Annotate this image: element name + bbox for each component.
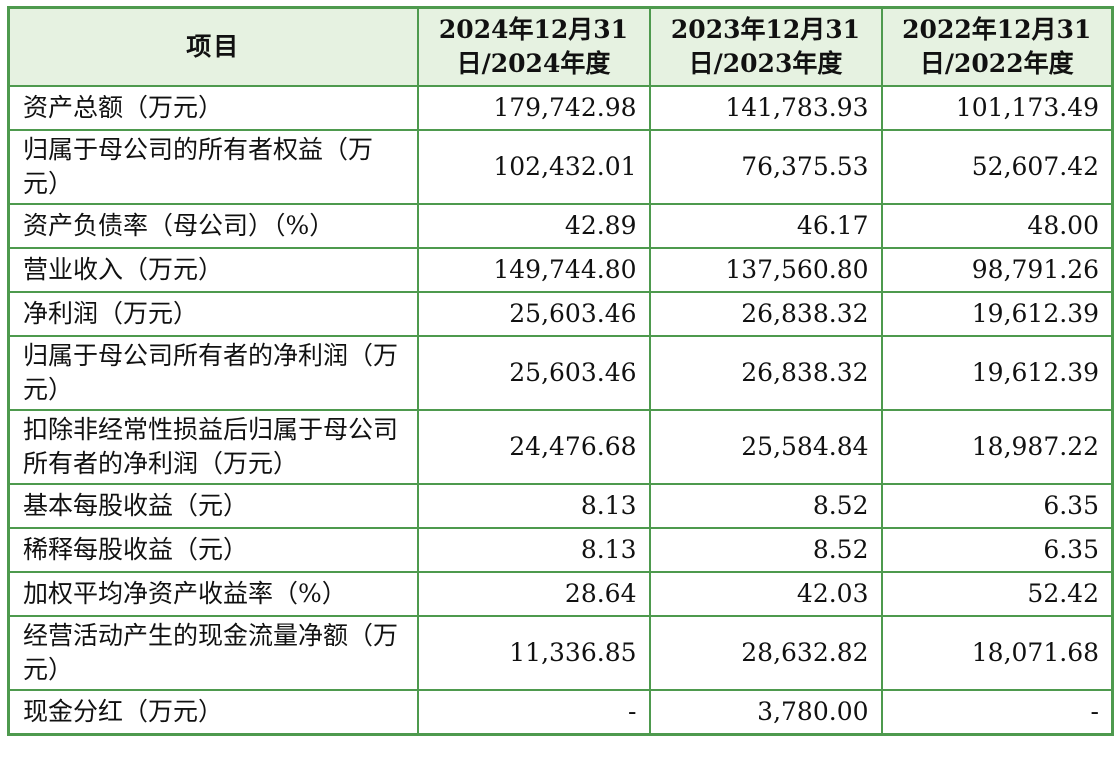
table-row: 资产总额（万元） 179,742.98 141,783.93 101,173.4…	[7, 85, 1114, 131]
value-2024: 8.13	[416, 483, 651, 529]
row-label: 归属于母公司的所有者权益（万元）	[7, 129, 419, 205]
row-label: 现金分红（万元）	[7, 689, 419, 736]
value-2023: 8.52	[648, 483, 883, 529]
row-label: 归属于母公司所有者的净利润（万元）	[7, 335, 419, 411]
header-2022: 2022年12月31日/2022年度	[880, 6, 1114, 87]
value-2023: 28,632.82	[648, 615, 883, 691]
row-label: 资产总额（万元）	[7, 85, 419, 131]
financial-table-container: 项目 2024年12月31日/2024年度 2023年12月31日/2023年度…	[7, 6, 1114, 736]
value-2024: -	[416, 689, 651, 736]
row-label: 加权平均净资产收益率（%）	[7, 571, 419, 617]
header-2023: 2023年12月31日/2023年度	[648, 6, 883, 87]
value-2022: 101,173.49	[880, 85, 1114, 131]
value-2023: 141,783.93	[648, 85, 883, 131]
value-2022: 19,612.39	[880, 291, 1114, 337]
value-2022: 6.35	[880, 483, 1114, 529]
value-2024: 179,742.98	[416, 85, 651, 131]
value-2023: 46.17	[648, 203, 883, 249]
value-2023: 137,560.80	[648, 247, 883, 293]
table-row: 营业收入（万元） 149,744.80 137,560.80 98,791.26	[7, 247, 1114, 293]
value-2024: 28.64	[416, 571, 651, 617]
financial-summary-table: 项目 2024年12月31日/2024年度 2023年12月31日/2023年度…	[7, 6, 1114, 736]
table-row: 扣除非经常性损益后归属于母公司所有者的净利润（万元） 24,476.68 25,…	[7, 409, 1114, 485]
row-label: 资产负债率（母公司）（%）	[7, 203, 419, 249]
value-2023: 76,375.53	[648, 129, 883, 205]
table-row: 资产负债率（母公司）（%） 42.89 46.17 48.00	[7, 203, 1114, 249]
row-label: 扣除非经常性损益后归属于母公司所有者的净利润（万元）	[7, 409, 419, 485]
value-2024: 102,432.01	[416, 129, 651, 205]
value-2022: 18,987.22	[880, 409, 1114, 485]
header-2024: 2024年12月31日/2024年度	[416, 6, 651, 87]
value-2023: 42.03	[648, 571, 883, 617]
value-2024: 25,603.46	[416, 335, 651, 411]
value-2023: 26,838.32	[648, 291, 883, 337]
value-2022: -	[880, 689, 1114, 736]
row-label: 营业收入（万元）	[7, 247, 419, 293]
value-2022: 48.00	[880, 203, 1114, 249]
value-2024: 42.89	[416, 203, 651, 249]
table-row: 加权平均净资产收益率（%） 28.64 42.03 52.42	[7, 571, 1114, 617]
header-item: 项目	[7, 6, 419, 87]
row-label: 经营活动产生的现金流量净额（万元）	[7, 615, 419, 691]
table-row: 基本每股收益（元） 8.13 8.52 6.35	[7, 483, 1114, 529]
row-label: 稀释每股收益（元）	[7, 527, 419, 573]
row-label: 基本每股收益（元）	[7, 483, 419, 529]
value-2024: 25,603.46	[416, 291, 651, 337]
value-2022: 52,607.42	[880, 129, 1114, 205]
value-2022: 18,071.68	[880, 615, 1114, 691]
table-header-row: 项目 2024年12月31日/2024年度 2023年12月31日/2023年度…	[7, 6, 1114, 87]
value-2024: 24,476.68	[416, 409, 651, 485]
value-2023: 8.52	[648, 527, 883, 573]
table-row: 稀释每股收益（元） 8.13 8.52 6.35	[7, 527, 1114, 573]
table-row: 经营活动产生的现金流量净额（万元） 11,336.85 28,632.82 18…	[7, 615, 1114, 691]
value-2024: 8.13	[416, 527, 651, 573]
value-2022: 98,791.26	[880, 247, 1114, 293]
value-2023: 3,780.00	[648, 689, 883, 736]
row-label: 净利润（万元）	[7, 291, 419, 337]
value-2022: 52.42	[880, 571, 1114, 617]
value-2024: 11,336.85	[416, 615, 651, 691]
table-row: 现金分红（万元） - 3,780.00 -	[7, 689, 1114, 736]
table-row: 归属于母公司所有者的净利润（万元） 25,603.46 26,838.32 19…	[7, 335, 1114, 411]
table-row: 净利润（万元） 25,603.46 26,838.32 19,612.39	[7, 291, 1114, 337]
value-2022: 6.35	[880, 527, 1114, 573]
table-row: 归属于母公司的所有者权益（万元） 102,432.01 76,375.53 52…	[7, 129, 1114, 205]
value-2023: 26,838.32	[648, 335, 883, 411]
value-2022: 19,612.39	[880, 335, 1114, 411]
value-2024: 149,744.80	[416, 247, 651, 293]
value-2023: 25,584.84	[648, 409, 883, 485]
